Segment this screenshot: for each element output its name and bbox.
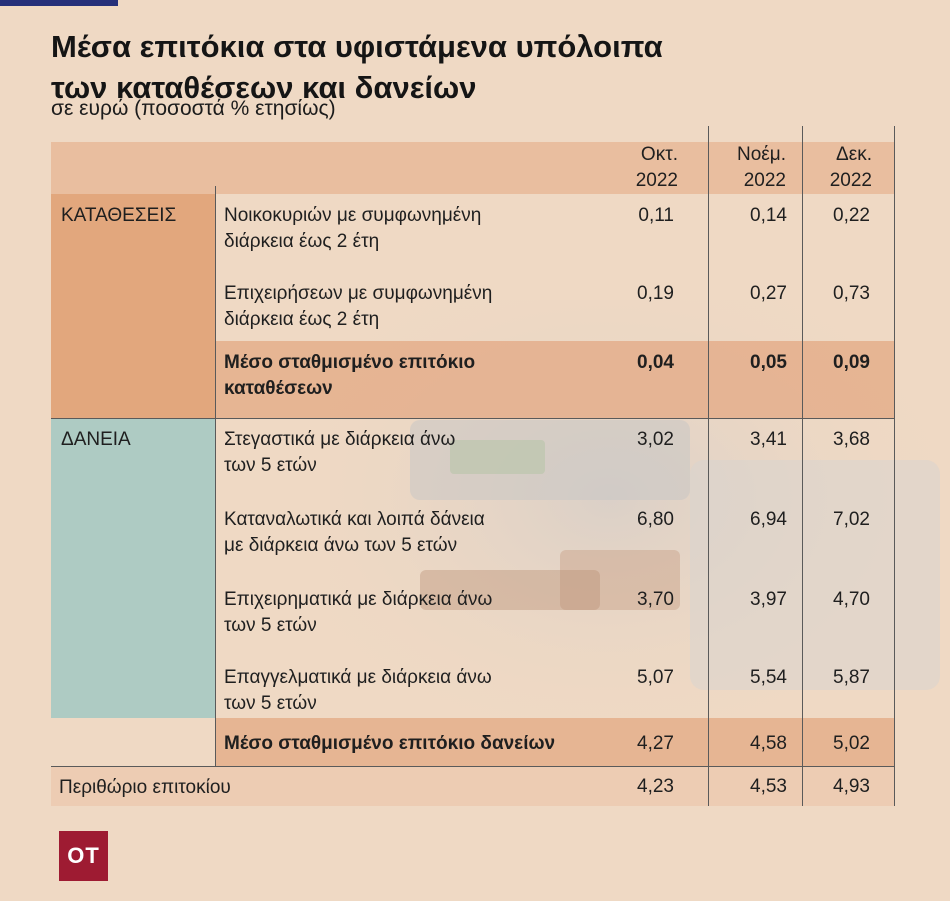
row-label: Επιχειρηματικά με διάρκεια άνω των 5 ετών bbox=[224, 587, 492, 639]
margin-value-nov: 4,53 bbox=[750, 776, 787, 797]
row-value: 5,02 bbox=[833, 733, 870, 754]
row-value: 0,22 bbox=[833, 205, 870, 226]
ot-logo: OT bbox=[59, 831, 108, 881]
column-header-dec-year: 2022 bbox=[829, 170, 872, 191]
row-label: Μέσο σταθμισμένο επιτόκιο καταθέσεων bbox=[224, 350, 475, 402]
row-value: 3,68 bbox=[833, 429, 870, 450]
loans-avg-band bbox=[215, 718, 895, 766]
top-accent-bar bbox=[0, 0, 118, 6]
row-label-line: Στεγαστικά με διάρκεια άνω bbox=[224, 429, 456, 450]
row-label-line: των 5 ετών bbox=[224, 455, 317, 476]
row-label: Επαγγελματικά με διάρκεια άνω των 5 ετών bbox=[224, 665, 492, 717]
margin-value-oct: 4,23 bbox=[637, 776, 674, 797]
group-label-deposits: ΚΑΤΑΘΕΣΕΙΣ bbox=[61, 205, 177, 226]
row-value: 5,87 bbox=[833, 667, 870, 688]
row-value: 5,07 bbox=[637, 667, 674, 688]
row-label-line: διάρκεια έως 2 έτη bbox=[224, 231, 380, 252]
row-value: 4,27 bbox=[637, 733, 674, 754]
row-label-line: των 5 ετών bbox=[224, 615, 317, 636]
row-label-line: Επιχειρήσεων με συμφωνημένη bbox=[224, 283, 493, 304]
chart-subtitle: σε ευρώ (ποσοστά % ετησίως) bbox=[51, 97, 336, 120]
row-value: 5,54 bbox=[750, 667, 787, 688]
row-value: 0,14 bbox=[750, 205, 787, 226]
row-value: 3,70 bbox=[637, 589, 674, 610]
grid-hline-loans-end bbox=[51, 766, 895, 767]
row-label-line: διάρκεια έως 2 έτη bbox=[224, 309, 380, 330]
row-value: 4,58 bbox=[750, 733, 787, 754]
row-label: Μέσο σταθμισμένο επιτόκιο δανείων bbox=[224, 731, 555, 757]
row-label: Επιχειρήσεων με συμφωνημένη διάρκεια έως … bbox=[224, 281, 492, 333]
row-value: 0,19 bbox=[637, 283, 674, 304]
row-value: 6,94 bbox=[750, 509, 787, 530]
row-value: 3,41 bbox=[750, 429, 787, 450]
column-header-nov: Νοέμ. 2022 bbox=[716, 142, 786, 194]
row-value: 6,80 bbox=[637, 509, 674, 530]
column-header-oct-year: 2022 bbox=[635, 170, 678, 191]
row-label: Καταναλωτικά και λοιπά δάνεια με διάρκεια… bbox=[224, 507, 485, 559]
row-value: 3,02 bbox=[637, 429, 674, 450]
row-value: 0,27 bbox=[750, 283, 787, 304]
grid-hline-deposits-end bbox=[51, 418, 895, 419]
column-header-oct-month: Οκτ. bbox=[640, 144, 678, 165]
grid-vline-col1 bbox=[708, 126, 709, 806]
group-label-loans: ΔΑΝΕΙΑ bbox=[61, 429, 131, 450]
row-label-line: καταθέσεων bbox=[224, 378, 333, 399]
row-value: 7,02 bbox=[833, 509, 870, 530]
grid-vline-col3 bbox=[894, 126, 895, 806]
row-value: 0,04 bbox=[637, 352, 674, 373]
margin-value-dec: 4,93 bbox=[833, 776, 870, 797]
title-line-1: Μέσα επιτόκια στα υφιστάμενα υπόλοιπα bbox=[51, 29, 663, 64]
column-header-dec-month: Δεκ. bbox=[836, 144, 872, 165]
column-header-dec: Δεκ. 2022 bbox=[802, 142, 872, 194]
row-label-line: Μέσο σταθμισμένο επιτόκιο bbox=[224, 352, 476, 373]
margin-band bbox=[51, 766, 895, 806]
row-label-line: Καταναλωτικά και λοιπά δάνεια bbox=[224, 509, 485, 530]
margin-label: Περιθώριο επιτοκίου bbox=[59, 777, 231, 798]
row-value: 0,05 bbox=[750, 352, 787, 373]
row-value: 0,11 bbox=[638, 205, 674, 226]
row-label-line: Επιχειρηματικά με διάρκεια άνω bbox=[224, 589, 493, 610]
loans-group-band bbox=[51, 418, 215, 718]
row-label-line: Επαγγελματικά με διάρκεια άνω bbox=[224, 667, 492, 688]
column-header-nov-year: 2022 bbox=[743, 170, 786, 191]
grid-vline-col2 bbox=[802, 126, 803, 806]
deposits-avg-band bbox=[215, 341, 895, 418]
row-label: Στεγαστικά με διάρκεια άνω των 5 ετών bbox=[224, 427, 455, 479]
row-label-line: Νοικοκυριών με συμφωνημένη bbox=[224, 205, 482, 226]
row-label: Νοικοκυριών με συμφωνημένη διάρκεια έως 2… bbox=[224, 203, 481, 255]
row-value: 4,70 bbox=[833, 589, 870, 610]
grid-vline-label bbox=[215, 186, 216, 766]
header-band bbox=[51, 142, 895, 194]
column-header-nov-month: Νοέμ. bbox=[737, 144, 786, 165]
row-label-line: Μέσο σταθμισμένο επιτόκιο δανείων bbox=[224, 733, 556, 754]
chart-title: Μέσα επιτόκια στα υφιστάμενα υπόλοιπα τω… bbox=[51, 26, 911, 108]
row-label-line: των 5 ετών bbox=[224, 693, 317, 714]
column-header-oct: Οκτ. 2022 bbox=[608, 142, 678, 194]
row-value: 0,73 bbox=[833, 283, 870, 304]
title-line-2: των καταθέσεων και δανείων bbox=[51, 70, 477, 105]
row-value: 0,09 bbox=[833, 352, 870, 373]
row-label-line: με διάρκεια άνω των 5 ετών bbox=[224, 535, 458, 556]
row-value: 3,97 bbox=[750, 589, 787, 610]
deposits-group-band bbox=[51, 194, 215, 418]
